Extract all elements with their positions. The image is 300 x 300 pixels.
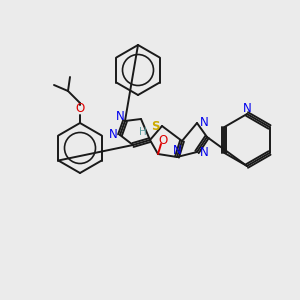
Text: O: O [158, 134, 168, 146]
Text: H: H [139, 127, 147, 137]
Text: N: N [172, 143, 182, 157]
Text: N: N [200, 146, 208, 158]
Text: N: N [109, 128, 117, 142]
Text: O: O [75, 103, 85, 116]
Text: N: N [200, 116, 208, 130]
Text: N: N [243, 103, 251, 116]
Text: N: N [116, 110, 124, 122]
Text: S: S [151, 119, 159, 133]
